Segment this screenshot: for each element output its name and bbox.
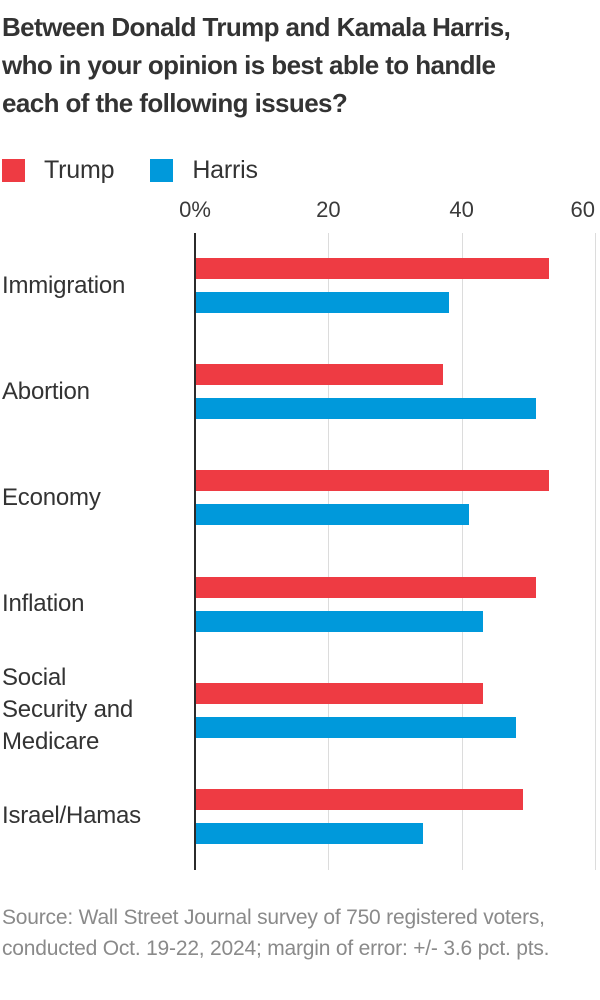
category-label-line: Abortion <box>2 377 90 405</box>
category-label-social-security-and-medicare: Social Security and Medicare <box>2 662 133 758</box>
gridline-20 <box>328 233 330 870</box>
category-label-line: Israel/Hamas <box>2 802 141 830</box>
category-label-line: Medicare <box>2 728 100 756</box>
chart-title-line-2: who in your opinion is best able to hand… <box>2 50 496 80</box>
legend: Trump Harris <box>2 156 258 185</box>
category-label-immigration: Immigration <box>2 270 125 302</box>
legend-label-harris: Harris <box>192 156 258 184</box>
category-label-line: Security and <box>2 696 134 724</box>
trump-bar-social-security-and-medicare <box>196 682 483 704</box>
category-label-inflation: Inflation <box>2 588 84 620</box>
x-tick-label-40: 40 <box>449 197 474 222</box>
trump-bar-economy <box>196 470 550 492</box>
category-label-economy: Economy <box>2 482 101 514</box>
category-label-israel-hamas: Israel/Hamas <box>2 800 141 832</box>
harris-bar-israel-hamas <box>196 822 423 844</box>
category-label-abortion: Abortion <box>2 376 90 408</box>
trump-bar-israel-hamas <box>196 788 523 810</box>
harris-bar-economy <box>196 504 470 526</box>
harris-bar-inflation <box>196 610 483 632</box>
chart-title-line-1: Between Donald Trump and Kamala Harris, <box>2 12 511 42</box>
gridline-60 <box>595 233 596 870</box>
category-label-line: Economy <box>2 483 101 511</box>
gridline-40 <box>461 233 463 870</box>
source-note: Source: Wall Street Journal survey of 75… <box>2 906 550 960</box>
harris-bar-abortion <box>196 398 536 420</box>
category-label-line: Social <box>2 664 67 692</box>
category-label-line: Immigration <box>2 271 126 299</box>
trump-bar-inflation <box>196 576 536 598</box>
harris-swatch-icon <box>150 159 174 182</box>
x-tick-label-60: 60 <box>570 197 595 222</box>
harris-bar-immigration <box>196 292 450 313</box>
category-label-line: Inflation <box>2 590 85 617</box>
harris-bar-social-security-and-medicare <box>196 716 516 738</box>
legend-label-trump: Trump <box>44 156 115 184</box>
legend-item-harris: Harris <box>150 156 258 185</box>
trump-bar-abortion <box>196 364 443 386</box>
y-axis-line <box>194 233 196 870</box>
chart-title: Between Donald Trump and Kamala Harris, … <box>2 8 600 122</box>
chart-title-line-3: each of the following issues? <box>2 88 348 118</box>
trump-bar-immigration <box>196 258 550 279</box>
x-tick-label-0: 0% <box>179 197 211 222</box>
trump-swatch-icon <box>2 159 25 182</box>
x-tick-label-20: 20 <box>316 197 341 222</box>
legend-item-trump: Trump <box>2 156 115 185</box>
